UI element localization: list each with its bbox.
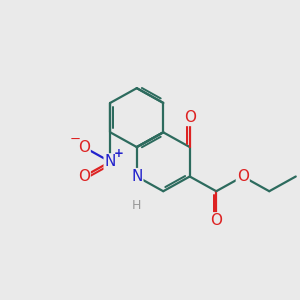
Text: O: O (210, 213, 222, 228)
Text: N: N (131, 169, 142, 184)
Text: +: + (114, 147, 123, 160)
Text: O: O (78, 169, 90, 184)
Text: O: O (78, 140, 90, 154)
Text: O: O (237, 169, 249, 184)
Text: −: − (70, 133, 81, 146)
Text: N: N (105, 154, 116, 169)
Text: H: H (132, 200, 141, 212)
Text: O: O (184, 110, 196, 125)
